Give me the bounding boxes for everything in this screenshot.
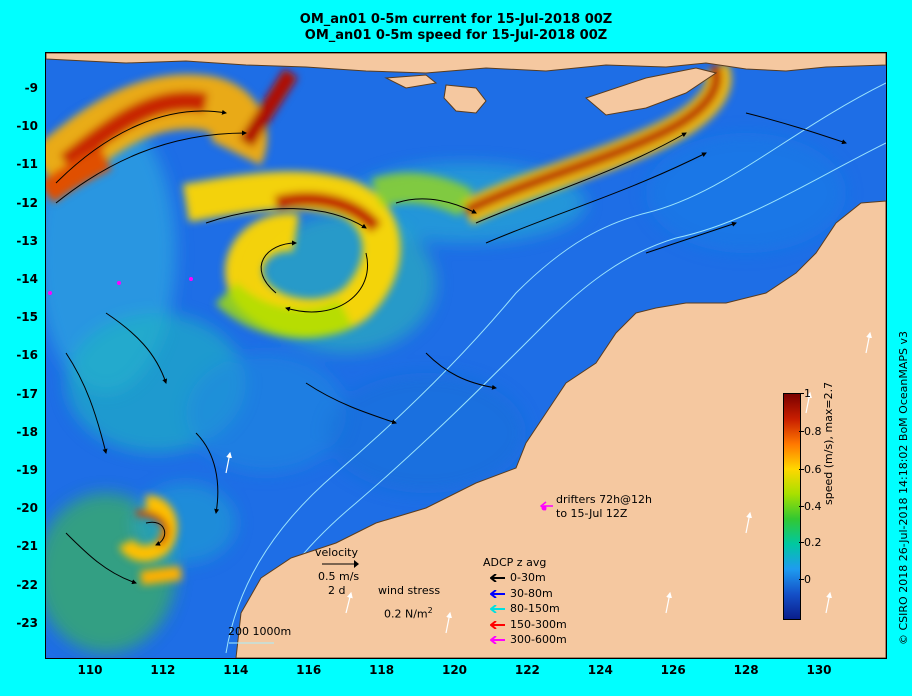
australia-landmass <box>235 200 886 658</box>
latitude-tick: -16 <box>16 348 38 363</box>
longitude-tick: 112 <box>150 663 176 677</box>
latitude-tick: -20 <box>16 501 38 516</box>
longitude-tick: 110 <box>77 663 103 677</box>
longitude-tick: 128 <box>733 663 759 677</box>
adcp-legend-item: 80-150m <box>489 602 560 615</box>
map-title-current: OM_an01 0-5m current for 15-Jul-2018 00Z <box>299 12 613 27</box>
longitude-tick: 116 <box>296 663 322 677</box>
longitude-tick: 122 <box>514 663 540 677</box>
adcp-legend-arrow <box>489 619 505 630</box>
latitude-tick: -17 <box>16 386 38 401</box>
latitude-tick: -21 <box>16 539 38 554</box>
ocean-current-map <box>45 52 887 659</box>
latitude-tick: -10 <box>16 119 38 134</box>
latitude-tick: -22 <box>16 577 38 592</box>
adcp-legend-arrow <box>489 573 505 583</box>
velocity-scale-label: 0.5 m/s <box>318 570 360 583</box>
longitude-tick: 126 <box>660 663 686 677</box>
wind-stress-scale-value: 0.2 N/m <box>384 607 428 621</box>
adcp-legend-label: 80-150m <box>510 602 560 615</box>
colorbar-tick-label: 0.6 <box>804 463 822 476</box>
colorbar-tick-mark <box>799 469 804 470</box>
indonesian-islands <box>46 53 886 116</box>
adcp-legend-title: ADCP z avg <box>483 556 547 569</box>
colorbar-tick-mark <box>799 579 804 580</box>
strong-currents <box>46 62 732 585</box>
colorbar-tick-label: 0 <box>804 573 811 586</box>
colorbar-tick-mark <box>799 506 804 507</box>
longitude-tick: 114 <box>223 663 249 677</box>
velocity-label: velocity <box>315 546 358 559</box>
colorbar-tick-label: 0.4 <box>804 500 822 513</box>
latitude-tick: -23 <box>16 615 38 630</box>
wind-stress-scale: 0.2 N/m2 <box>384 606 433 621</box>
adcp-legend-label: 0-30m <box>510 571 546 584</box>
colorbar-label: speed (m/s), max=2.7 <box>822 381 835 505</box>
latitude-tick: -11 <box>16 157 38 172</box>
colorbar-tick-mark <box>799 542 804 543</box>
longitude-tick: 124 <box>587 663 613 677</box>
adcp-legend-label: 300-600m <box>510 633 567 646</box>
latitude-tick: -18 <box>16 424 38 439</box>
adcp-legend-label: 30-80m <box>510 586 553 600</box>
adcp-legend-item: 300-600m <box>489 633 567 646</box>
adcp-legend-arrow <box>489 588 505 599</box>
latitude-tick: -12 <box>16 195 38 210</box>
adcp-legend-item: 150-300m <box>489 617 567 631</box>
longitude-tick: 130 <box>806 663 832 677</box>
longitude-tick: 118 <box>369 663 395 677</box>
adcp-legend-label: 150-300m <box>510 617 567 631</box>
velocity-scale-arrow <box>322 560 359 568</box>
current-streamlines <box>55 109 847 585</box>
drifters-label-1: drifters 72h@12h <box>556 493 653 506</box>
adcp-legend-arrow <box>489 635 505 645</box>
latitude-tick: -19 <box>16 463 38 477</box>
latitude-tick: -13 <box>16 233 38 248</box>
drifters-label-2: to 15-Jul 12Z <box>556 507 628 520</box>
colorbar-tick-label: 0.8 <box>804 425 822 438</box>
drifter-legend-arrow <box>540 501 553 511</box>
velocity-time-label: 2 d <box>328 584 346 597</box>
latitude-tick: -15 <box>16 310 38 325</box>
wind-stress-label: wind stress <box>378 584 441 597</box>
wind-stress-scale-exponent: 2 <box>427 606 433 615</box>
adcp-legend-item: 30-80m <box>489 586 553 600</box>
credit-text: © CSIRO 2018 26-Jul-2018 14:18:02 BoM Oc… <box>897 331 910 645</box>
colorbar-tick-label: 0.2 <box>804 536 822 549</box>
colorbar-tick-mark <box>799 431 804 432</box>
wind-stress-arrows <box>225 331 873 634</box>
longitude-tick: 120 <box>441 663 468 677</box>
latitude-tick: -9 <box>24 81 38 95</box>
colorbar-tick-label: 1 <box>804 387 811 400</box>
map-canvas <box>46 53 886 658</box>
map-title-speed: OM_an01 0-5m speed for 15-Jul-2018 00Z <box>304 28 608 43</box>
isobath-lines <box>225 82 886 654</box>
colorbar-tick-mark <box>799 393 804 394</box>
adcp-legend-item: 0-30m <box>489 571 546 584</box>
isobath-label: 200 1000m <box>228 625 292 638</box>
adcp-legend-arrow <box>489 604 505 614</box>
latitude-tick: -14 <box>16 272 38 286</box>
